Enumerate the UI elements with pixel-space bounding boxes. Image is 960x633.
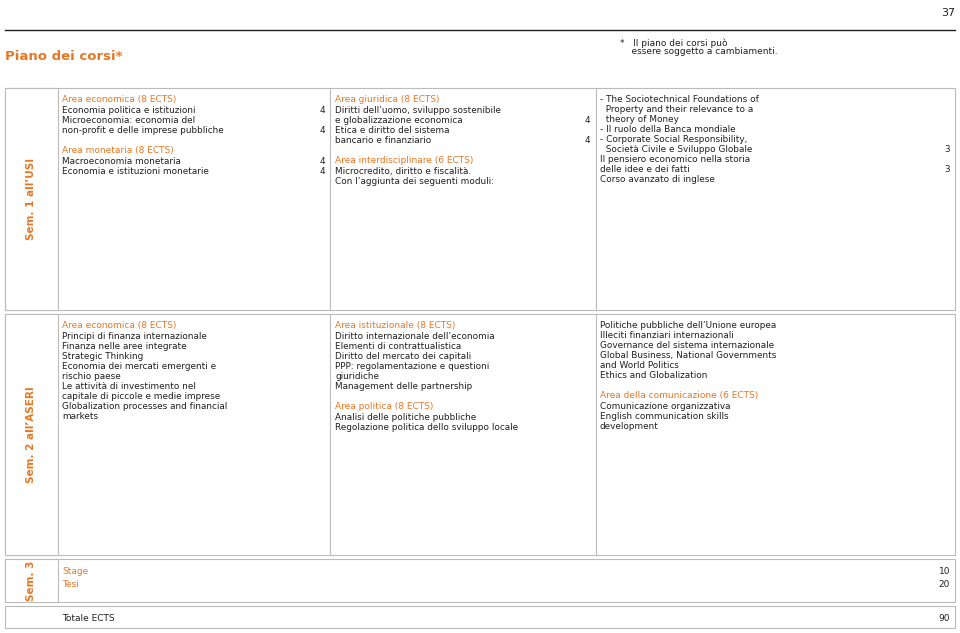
Text: Società Civile e Sviluppo Globale: Società Civile e Sviluppo Globale [600, 145, 753, 154]
Text: Management delle partnership: Management delle partnership [335, 382, 472, 391]
Text: Area economica (8 ECTS): Area economica (8 ECTS) [62, 321, 177, 330]
Text: - Il ruolo della Banca mondiale: - Il ruolo della Banca mondiale [600, 125, 735, 134]
Text: Strategic Thinking: Strategic Thinking [62, 352, 143, 361]
Text: Globalization processes and financial: Globalization processes and financial [62, 402, 228, 411]
Text: Analisi delle politiche pubbliche: Analisi delle politiche pubbliche [335, 413, 476, 422]
Text: Sem. 2 all’ASERI: Sem. 2 all’ASERI [27, 386, 36, 483]
Text: 4: 4 [320, 157, 325, 166]
Text: 4: 4 [320, 126, 325, 135]
Text: and World Politics: and World Politics [600, 361, 679, 370]
Text: Tesi: Tesi [62, 580, 79, 589]
Text: Area economica (8 ECTS): Area economica (8 ECTS) [62, 95, 177, 104]
Text: Economia e istituzioni monetarie: Economia e istituzioni monetarie [62, 167, 209, 176]
Text: Ethics and Globalization: Ethics and Globalization [600, 371, 708, 380]
Text: Diritto internazionale dell’economia: Diritto internazionale dell’economia [335, 332, 494, 341]
Bar [5, 88, 955, 310]
Text: Area monetaria (8 ECTS): Area monetaria (8 ECTS) [62, 146, 174, 155]
Text: Politiche pubbliche dell’Unione europea: Politiche pubbliche dell’Unione europea [600, 321, 777, 330]
Text: Area politica (8 ECTS): Area politica (8 ECTS) [335, 402, 433, 411]
Text: Principi di finanza internazionale: Principi di finanza internazionale [62, 332, 206, 341]
Text: 4: 4 [320, 167, 325, 176]
Text: 4: 4 [585, 116, 590, 125]
Text: Piano dei corsi*: Piano dei corsi* [5, 50, 123, 63]
Text: delle idee e dei fatti: delle idee e dei fatti [600, 165, 689, 174]
Text: giuridiche: giuridiche [335, 372, 379, 381]
Text: 10: 10 [939, 567, 950, 576]
Text: *   Il piano dei corsi può: * Il piano dei corsi può [620, 38, 728, 47]
Text: e globalizzazione economica: e globalizzazione economica [335, 116, 463, 125]
Text: 20: 20 [939, 580, 950, 589]
Text: - The Sociotechnical Foundations of: - The Sociotechnical Foundations of [600, 95, 758, 104]
Text: Sem. 3: Sem. 3 [27, 560, 36, 601]
Bar [5, 88, 58, 310]
Text: Macroeconomia monetaria: Macroeconomia monetaria [62, 157, 180, 166]
Text: Regolazione politica dello sviluppo locale: Regolazione politica dello sviluppo loca… [335, 423, 518, 432]
Text: Property and their relevance to a: Property and their relevance to a [600, 105, 754, 114]
Text: PPP: regolamentazione e questioni: PPP: regolamentazione e questioni [335, 362, 490, 371]
Text: Illeciti finanziari internazionali: Illeciti finanziari internazionali [600, 331, 733, 340]
Bar [5, 606, 955, 628]
Text: Etica e diritto del sistema: Etica e diritto del sistema [335, 126, 449, 135]
Text: 3: 3 [945, 145, 950, 154]
Bar [5, 559, 955, 602]
Text: English communication skills: English communication skills [600, 412, 729, 421]
Text: theory of Money: theory of Money [600, 115, 679, 124]
Text: non-profit e delle imprese pubbliche: non-profit e delle imprese pubbliche [62, 126, 224, 135]
Text: - Corporate Social Responsibility,: - Corporate Social Responsibility, [600, 135, 748, 144]
Text: Stage: Stage [62, 567, 88, 576]
Text: Area interdisciplinare (6 ECTS): Area interdisciplinare (6 ECTS) [335, 156, 473, 165]
Text: Totale ECTS: Totale ECTS [62, 614, 114, 623]
Text: Il pensiero economico nella storia: Il pensiero economico nella storia [600, 155, 750, 164]
Text: 4: 4 [585, 136, 590, 145]
Text: Elementi di contrattualistica: Elementi di contrattualistica [335, 342, 461, 351]
Text: 3: 3 [945, 165, 950, 174]
Text: Microcredito, diritto e fiscalità.: Microcredito, diritto e fiscalità. [335, 167, 471, 176]
Text: Diritti dell’uomo, sviluppo sostenibile: Diritti dell’uomo, sviluppo sostenibile [335, 106, 501, 115]
Text: Microeconomia: economia del: Microeconomia: economia del [62, 116, 195, 125]
Bar [5, 314, 955, 555]
Text: 90: 90 [939, 614, 950, 623]
Bar [5, 314, 58, 555]
Text: Diritto del mercato dei capitali: Diritto del mercato dei capitali [335, 352, 471, 361]
Text: Con l’aggiunta dei seguenti moduli:: Con l’aggiunta dei seguenti moduli: [335, 177, 494, 186]
Text: Area giuridica (8 ECTS): Area giuridica (8 ECTS) [335, 95, 440, 104]
Text: Le attività di investimento nel: Le attività di investimento nel [62, 382, 196, 391]
Text: Finanza nelle aree integrate: Finanza nelle aree integrate [62, 342, 186, 351]
Text: capitale di piccole e medie imprese: capitale di piccole e medie imprese [62, 392, 220, 401]
Text: Economia politica e istituzioni: Economia politica e istituzioni [62, 106, 196, 115]
Text: essere soggetto a cambiamenti.: essere soggetto a cambiamenti. [620, 47, 778, 56]
Text: 37: 37 [941, 8, 955, 18]
Text: rischio paese: rischio paese [62, 372, 121, 381]
Text: development: development [600, 422, 659, 431]
Text: Sem. 1 all’USI: Sem. 1 all’USI [27, 158, 36, 240]
Text: Corso avanzato di inglese: Corso avanzato di inglese [600, 175, 715, 184]
Text: Area istituzionale (8 ECTS): Area istituzionale (8 ECTS) [335, 321, 455, 330]
Text: 4: 4 [320, 106, 325, 115]
Text: Global Business, National Governments: Global Business, National Governments [600, 351, 777, 360]
Bar [5, 559, 58, 602]
Text: Area della comunicazione (6 ECTS): Area della comunicazione (6 ECTS) [600, 391, 758, 400]
Text: bancario e finanziario: bancario e finanziario [335, 136, 431, 145]
Text: Governance del sistema internazionale: Governance del sistema internazionale [600, 341, 774, 350]
Text: markets: markets [62, 412, 98, 421]
Text: Economia dei mercati emergenti e: Economia dei mercati emergenti e [62, 362, 216, 371]
Text: Comunicazione organizzativa: Comunicazione organizzativa [600, 402, 731, 411]
